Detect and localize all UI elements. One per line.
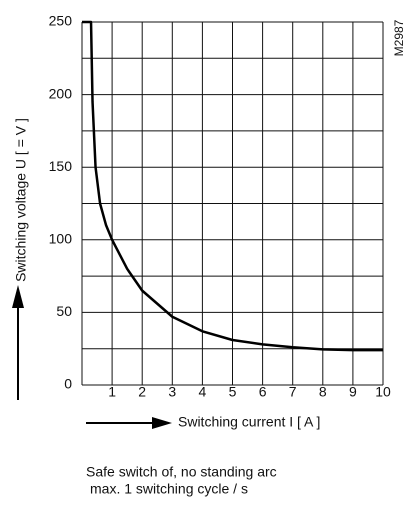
y-tick-label: 100 (49, 231, 73, 247)
y-tick-label: 0 (64, 376, 72, 392)
y-axis-label: Switching voltage U [ = V ] (13, 118, 29, 282)
note: max. 1 switching cycle / s (90, 481, 248, 497)
x-axis-label: Switching current I [ A ] (178, 414, 320, 430)
x-tick-label: 8 (319, 384, 327, 400)
figure-code: M2987 (392, 19, 406, 56)
x-tick-label: 1 (108, 384, 116, 400)
y-tick-label: 200 (49, 85, 73, 101)
x-tick-label: 5 (229, 384, 237, 400)
note: Safe switch of, no standing arc (86, 464, 277, 480)
x-tick-label: 2 (138, 384, 146, 400)
y-tick-label: 250 (49, 13, 73, 29)
x-arrow-head (152, 417, 172, 429)
x-tick-label: 6 (259, 384, 267, 400)
curve (82, 20, 383, 352)
x-tick-label: 4 (199, 384, 207, 400)
y-tick-label: 150 (49, 158, 73, 174)
x-tick-label: 9 (349, 384, 357, 400)
y-arrow-head (12, 285, 24, 308)
y-tick-label: 50 (56, 303, 72, 319)
x-tick-label: 3 (168, 384, 176, 400)
x-tick-label: 10 (375, 384, 391, 400)
x-tick-label: 7 (289, 384, 297, 400)
